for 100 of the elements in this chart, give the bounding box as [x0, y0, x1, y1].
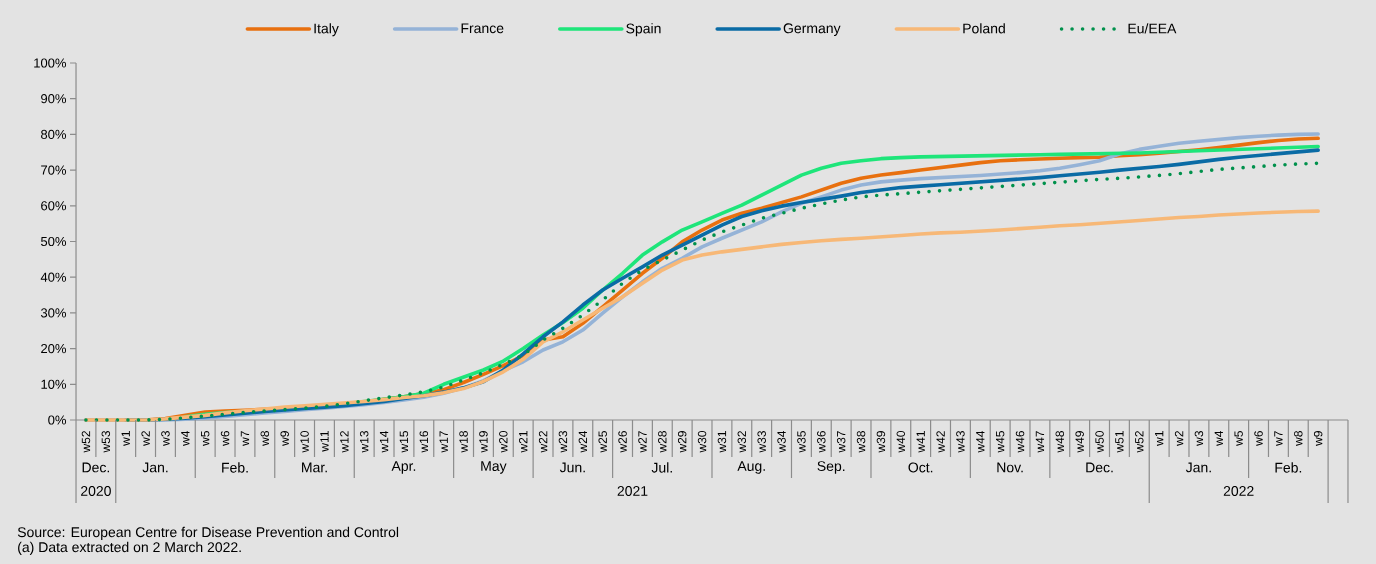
x-tick-label: w34	[777, 430, 786, 453]
x-tick-label: w47	[1035, 431, 1045, 453]
x-tick-label: w17	[439, 431, 448, 453]
text: Dec.	[1086, 462, 1113, 473]
y-tick-label: 20%	[41, 343, 67, 354]
y-tick-label: 40%	[40, 272, 67, 282]
x-tick-label: w28	[658, 431, 667, 453]
text: 2020	[81, 486, 111, 496]
x-tick-label: w10	[300, 430, 309, 453]
x-tick-label: w27	[638, 431, 647, 453]
x-tick-label: w46	[1015, 431, 1025, 453]
x-tick-label: w9	[1313, 431, 1323, 446]
x-tick-label: w31	[717, 431, 727, 453]
source-note: Source: European Centre for Disease Prevention and Control	[17, 526, 399, 540]
text: Oct.	[908, 462, 933, 473]
y-tick-label: 60%	[41, 201, 67, 211]
x-tick-label: w35	[797, 431, 806, 453]
x-tick-label: w52	[1135, 431, 1144, 453]
x-tick-label: w30	[697, 430, 707, 453]
x-tick-label: w52	[81, 431, 91, 453]
legend-label: Italy	[314, 23, 339, 37]
x-tick-label: w50	[1095, 430, 1104, 453]
y-tick-label: 10%	[41, 379, 67, 389]
x-tick-label: w6	[220, 431, 230, 446]
x-tick-label: w32	[737, 431, 747, 453]
text: Nov.	[997, 462, 1023, 473]
x-tick-label: w53	[101, 431, 111, 453]
x-tick-label: w20	[499, 430, 508, 453]
x-tick-label: w7	[240, 431, 250, 446]
x-tick-label: w2	[141, 431, 150, 446]
x-tick-label: w48	[1055, 431, 1065, 453]
text: Jan.	[1185, 462, 1211, 473]
x-tick-label: w6	[1254, 431, 1263, 446]
x-tick-label: w40	[896, 430, 906, 453]
x-tick-label: w3	[1194, 431, 1204, 446]
x-tick-label: w26	[618, 431, 627, 453]
x-tick-label: w4	[181, 430, 190, 446]
legend-label: France	[461, 23, 504, 34]
x-tick-label: w37	[836, 431, 846, 453]
y-tick-label: 70%	[41, 165, 67, 175]
x-tick-label: w1	[121, 431, 130, 446]
text: Feb.	[1275, 462, 1302, 473]
x-tick-label: w24	[578, 430, 587, 453]
legend-label: Germany	[783, 23, 841, 37]
x-tick-label: w19	[479, 431, 488, 453]
y-tick-label: 50%	[40, 236, 67, 247]
legend-label: Poland	[963, 23, 1005, 34]
x-tick-label: w14	[379, 430, 389, 453]
x-tick-label: w33	[757, 431, 766, 453]
x-tick-label: w18	[459, 431, 468, 453]
legend-label: Eu/EEA	[1128, 23, 1177, 34]
text: Jan.	[142, 462, 168, 473]
text: Aug.	[737, 461, 765, 474]
text: Jun.	[559, 462, 585, 473]
y-tick-label: 90%	[41, 94, 67, 104]
x-tick-label: w15	[399, 431, 409, 453]
x-tick-label: w8	[1294, 431, 1303, 446]
x-tick-label: w51	[1115, 431, 1124, 453]
text: Jul.	[651, 462, 672, 473]
x-tick-label: w11	[320, 431, 329, 452]
x-tick-label: w9	[280, 431, 289, 446]
x-tick-label: w44	[976, 430, 985, 453]
text: Sep.	[817, 461, 845, 474]
x-tick-label: w12	[340, 431, 349, 453]
y-tick-label: 30%	[40, 308, 67, 318]
x-tick-label: w49	[1075, 431, 1084, 453]
text: 2022	[1223, 486, 1254, 496]
x-tick-label: w43	[956, 431, 965, 453]
x-tick-label: w4	[1214, 430, 1223, 446]
x-tick-label: w38	[856, 431, 866, 453]
x-tick-label: w36	[817, 431, 826, 453]
text: Mar.	[302, 462, 327, 473]
x-tick-label: w2	[1174, 431, 1184, 446]
x-tick-label: w8	[260, 431, 270, 446]
text: Apr.	[391, 461, 416, 474]
text: Dec.	[82, 462, 110, 473]
x-tick-label: w5	[201, 431, 210, 446]
y-tick-label: 80%	[41, 129, 67, 139]
text: Feb.	[222, 462, 248, 473]
x-tick-label: w41	[916, 431, 925, 453]
x-tick-label: w39	[876, 431, 886, 453]
x-tick-label: w1	[1155, 431, 1164, 446]
x-tick-label: w16	[419, 431, 429, 453]
text: 2021	[617, 486, 648, 496]
x-tick-label: w29	[677, 431, 687, 453]
x-tick-label: w13	[359, 431, 369, 453]
text: May	[481, 461, 507, 474]
y-tick-label: 100%	[34, 58, 67, 68]
legend-label: Spain	[626, 23, 661, 37]
x-tick-label: w5	[1234, 431, 1243, 446]
x-tick-label: w45	[995, 431, 1005, 453]
x-tick-label: w22	[538, 431, 548, 453]
x-tick-label: w7	[1274, 431, 1283, 446]
x-tick-label: w42	[936, 431, 945, 453]
y-tick-label: 0%	[48, 415, 67, 425]
x-tick-label: w21	[519, 431, 528, 453]
x-tick-label: w25	[598, 431, 607, 453]
text: (a) Data extracted on 2 March 2022.	[18, 541, 241, 555]
x-tick-label: w23	[558, 431, 568, 453]
x-tick-label: w3	[161, 431, 170, 446]
